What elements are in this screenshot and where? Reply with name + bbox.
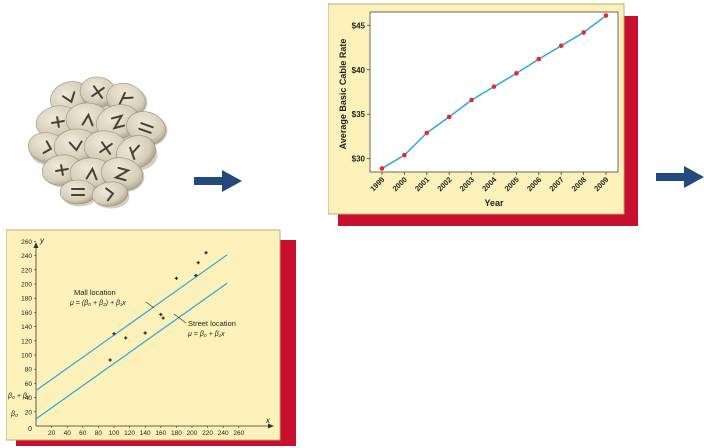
mall-regression-line bbox=[35, 254, 228, 391]
rune-glyph bbox=[138, 122, 154, 134]
x-axis-arrow-icon bbox=[268, 423, 274, 429]
street-location-title: Street location bbox=[188, 319, 236, 328]
rune-glyph bbox=[110, 114, 126, 130]
rune-stones-photo bbox=[27, 76, 168, 209]
data-point bbox=[446, 114, 452, 120]
x-tick-label: 240 bbox=[218, 430, 229, 437]
street-leader-line bbox=[173, 313, 187, 324]
rune-glyph bbox=[81, 112, 94, 127]
rune-glyph bbox=[55, 164, 69, 176]
street-location-formula: μ = β₀ + β₁x bbox=[187, 331, 225, 338]
y-axis-arrow-icon bbox=[33, 242, 39, 248]
x-tick-label: 80 bbox=[95, 430, 103, 437]
rune-glyph bbox=[61, 91, 76, 104]
x-tick-label: 180 bbox=[171, 430, 182, 437]
intercept-label-lower: β₀ bbox=[10, 411, 18, 418]
data-point bbox=[491, 84, 497, 89]
rune-stone bbox=[91, 181, 129, 207]
rune-stone bbox=[59, 179, 97, 205]
x-tick-label: 260 bbox=[233, 430, 244, 437]
rune-glyph bbox=[105, 187, 115, 202]
y-tick-label: 180 bbox=[21, 296, 32, 303]
origin-label: 0 bbox=[28, 426, 32, 433]
x-tick-label: 60 bbox=[79, 430, 87, 437]
data-point bbox=[174, 276, 178, 280]
y-tick-label: 120 bbox=[21, 338, 32, 345]
cable-rate-line-chart: $30$35$40$45 1999 2000 2001 2002 2003 2004 200… bbox=[328, 3, 638, 226]
rune-glyph bbox=[99, 141, 113, 155]
y-tick-label: 160 bbox=[21, 310, 32, 317]
rune-glyph bbox=[42, 140, 53, 155]
data-point bbox=[143, 331, 147, 335]
rune-glyph bbox=[91, 85, 105, 99]
x-tick-label: 120 bbox=[124, 430, 135, 437]
data-point bbox=[402, 152, 407, 158]
y-tick-label: $30 bbox=[352, 155, 366, 164]
y-tick-label: 260 bbox=[21, 239, 32, 246]
data-point bbox=[469, 97, 474, 103]
chart-panel bbox=[6, 229, 281, 441]
rune-glyph bbox=[113, 166, 131, 182]
plot-area bbox=[369, 11, 619, 173]
data-point bbox=[124, 336, 128, 340]
data-point bbox=[161, 316, 165, 320]
data-point bbox=[159, 312, 163, 317]
y-tick-label: 80 bbox=[25, 367, 33, 374]
rune-glyph bbox=[85, 166, 98, 181]
regression-scatter-chart: 20 40 60 80 100 120 140 160 180 200 220 240 260 20 40… bbox=[6, 229, 296, 446]
intercept-label-upper: β₀ + β₂ bbox=[7, 393, 30, 400]
y-tick-label: 20 bbox=[25, 409, 33, 416]
data-point bbox=[112, 332, 116, 336]
y-tick-label: 40 bbox=[25, 395, 33, 402]
y-tick-label: $35 bbox=[352, 110, 366, 119]
data-point bbox=[424, 130, 430, 136]
data-point bbox=[581, 30, 586, 35]
y-tick-label: 200 bbox=[21, 282, 32, 289]
y-tick-label: 220 bbox=[21, 267, 32, 274]
x-tick-label: 20 bbox=[48, 430, 56, 437]
rune-glyph bbox=[129, 144, 140, 161]
y-tick-label: 240 bbox=[21, 253, 32, 260]
data-point bbox=[108, 358, 112, 362]
y-tick-label: 100 bbox=[21, 353, 32, 360]
data-point bbox=[204, 251, 208, 255]
x-tick-label: 140 bbox=[140, 430, 151, 437]
y-tick-label: $45 bbox=[352, 21, 366, 30]
x-tick-label: 40 bbox=[64, 430, 72, 437]
y-tick-label: 140 bbox=[21, 324, 32, 331]
mall-location-title: Mall location bbox=[74, 288, 116, 297]
x-tick-label: 100 bbox=[109, 430, 120, 437]
data-point bbox=[514, 71, 519, 76]
y-tick-label: 60 bbox=[25, 381, 33, 388]
x-axis-label: Year bbox=[484, 198, 504, 208]
mall-leader-line bbox=[145, 301, 155, 309]
data-point bbox=[194, 273, 198, 278]
street-regression-line bbox=[35, 282, 228, 420]
right-arrow-icon bbox=[656, 166, 704, 188]
data-point bbox=[196, 261, 200, 265]
data-point bbox=[558, 43, 564, 49]
data-point bbox=[379, 166, 385, 171]
right-arrow-icon bbox=[194, 170, 242, 192]
y-axis-label: y bbox=[39, 236, 45, 245]
mall-location-formula: μ = (β₀ + β₂) + β₁x bbox=[69, 300, 126, 307]
rune-glyph bbox=[68, 140, 83, 152]
y-tick-label: $40 bbox=[352, 66, 366, 75]
rune-glyph bbox=[71, 188, 85, 196]
data-point bbox=[536, 56, 542, 62]
x-tick-label: 220 bbox=[202, 430, 213, 437]
y-axis-label: Average Basic Cable Rate bbox=[338, 39, 348, 150]
rune-glyph bbox=[51, 116, 65, 128]
x-axis-label: x bbox=[265, 416, 271, 425]
data-point bbox=[603, 13, 609, 18]
x-tick-label: 160 bbox=[155, 430, 166, 437]
rune-glyph bbox=[118, 91, 134, 105]
x-tick-label: 200 bbox=[187, 430, 198, 437]
